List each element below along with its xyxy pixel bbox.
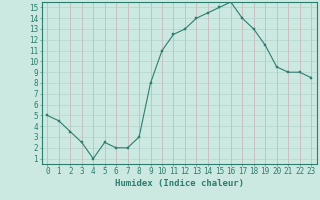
X-axis label: Humidex (Indice chaleur): Humidex (Indice chaleur): [115, 179, 244, 188]
